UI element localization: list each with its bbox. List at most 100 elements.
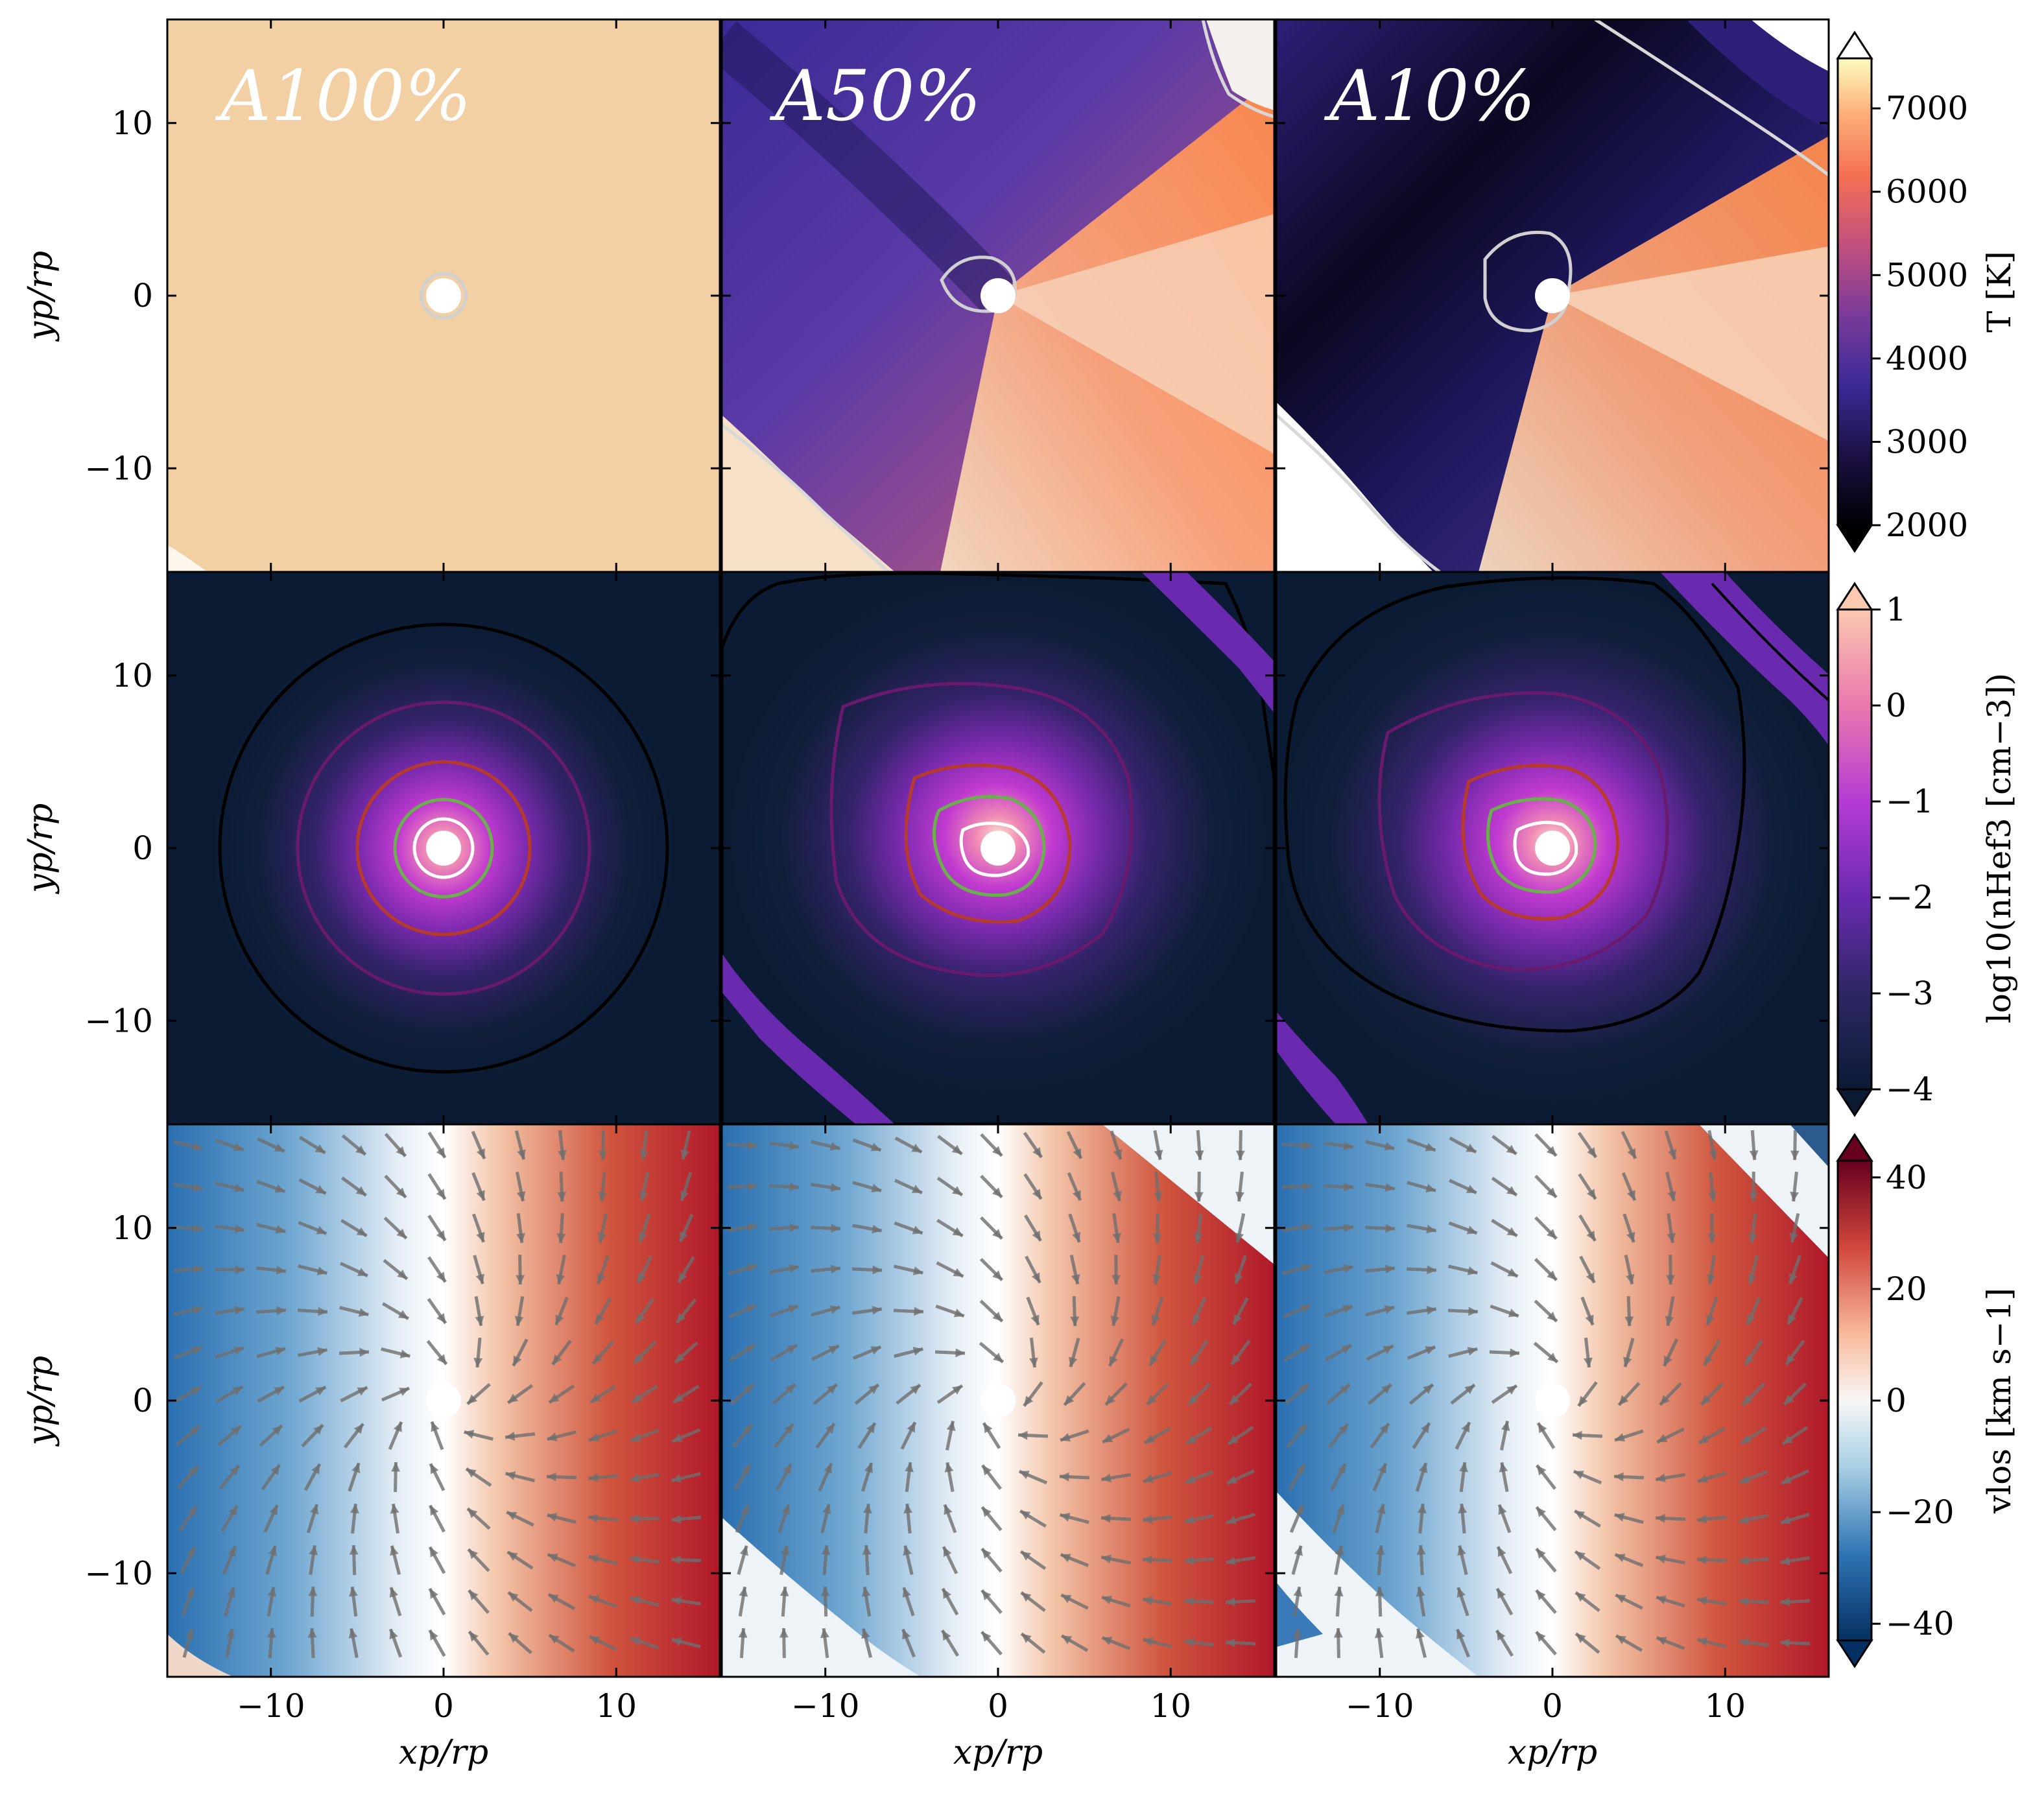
velocity-arrow-head (1384, 1183, 1395, 1192)
velocity-arrow-head (1060, 1433, 1071, 1442)
velocity-arrow-head (469, 1631, 479, 1642)
velocity-arrow-head (233, 1143, 244, 1152)
velocity-arrow-head (1788, 1273, 1798, 1284)
velocity-arrow-head (227, 1546, 236, 1557)
velocity-arrow-head (1334, 1587, 1344, 1596)
velocity-arrow-head (193, 1224, 203, 1233)
velocity-arrow-head (1375, 1587, 1384, 1596)
velocity-arrow-head (186, 1546, 195, 1557)
velocity-arrow-head (1748, 1273, 1757, 1285)
velocity-arrow-head (1614, 1472, 1624, 1482)
velocity-arrow-head (785, 1384, 796, 1394)
y-tick-label: 0 (132, 1382, 153, 1419)
velocity-arrow-head (1343, 1264, 1353, 1273)
velocity-arrow-head (825, 1423, 835, 1434)
velocity-arrow-head (1384, 1305, 1395, 1314)
colorbar-tick-label: −1 (1886, 783, 1934, 820)
ylabel-row3: yp/rp (21, 1356, 60, 1447)
velocity-arrow-head (393, 1421, 402, 1432)
velocity-arrow-head (1790, 1150, 1800, 1160)
velocity-arrow-head (992, 1311, 1003, 1321)
velocity-arrow-head (680, 1190, 689, 1201)
velocity-arrow-head (593, 1353, 603, 1364)
velocity-arrow-head (1745, 1355, 1754, 1366)
velocity-arrow-head (1697, 1474, 1708, 1484)
velocity-arrow-head (1739, 1515, 1750, 1524)
velocity-arrow-head (1656, 1554, 1666, 1564)
velocity-arrow-head (1294, 1504, 1303, 1515)
velocity-arrow-head (1184, 1637, 1194, 1647)
velocity-arrow-head (673, 1393, 684, 1403)
velocity-arrow-head (436, 1354, 447, 1364)
colorbar-tick-label: 1 (1886, 591, 1907, 628)
velocity-arrow-head (505, 1471, 516, 1480)
x-tick-label: 0 (988, 1687, 1008, 1725)
velocity-arrow-head (983, 1423, 993, 1434)
velocity-arrow-head (1064, 1395, 1075, 1405)
velocity-arrow-head (1379, 1423, 1389, 1434)
velocity-arrow-head (311, 1463, 320, 1474)
velocity-arrow-head (476, 1231, 485, 1242)
velocity-arrow-head (234, 1305, 244, 1315)
velocity-arrow-head (555, 1314, 564, 1325)
velocity-arrow-head (191, 1386, 202, 1395)
velocity-arrow-head (1456, 1587, 1466, 1598)
velocity-arrow-head (1656, 1473, 1666, 1483)
colorbar-tick-label: 0 (1886, 1382, 1907, 1419)
panel-label-a50: A50% (769, 56, 981, 137)
velocity-arrow-head (1467, 1347, 1478, 1356)
velocity-arrow-head (389, 1587, 399, 1598)
velocity-arrow-head (1154, 1150, 1163, 1160)
velocity-arrow-head (315, 1185, 326, 1194)
velocity-arrow-head (992, 1146, 1002, 1156)
velocity-arrow-head (436, 1147, 446, 1158)
velocity-arrow-head (1656, 1595, 1667, 1605)
velocity-arrow-head (1143, 1514, 1153, 1524)
velocity-arrow-head (830, 1183, 840, 1192)
velocity-arrow-head (1293, 1587, 1303, 1597)
velocity-arrow-head (782, 1463, 791, 1474)
velocity-arrow-head (276, 1266, 286, 1275)
panel-velocity-50 (722, 1124, 1274, 1677)
velocity-arrow-head (1459, 1462, 1468, 1473)
velocity-arrow-head (313, 1425, 323, 1435)
velocity-arrow-head (1466, 1143, 1477, 1152)
velocity-arrow-head (1697, 1637, 1708, 1646)
velocity-arrow-head (902, 1587, 911, 1598)
velocity-arrow-head (436, 1230, 446, 1241)
velocity-arrow-head (1614, 1513, 1625, 1522)
velocity-arrow-head (1020, 1511, 1031, 1520)
velocity-arrow-head (830, 1264, 840, 1274)
velocity-arrow-head (632, 1393, 643, 1403)
velocity-arrow-head (821, 1545, 831, 1556)
velocity-arrow-head (549, 1393, 560, 1403)
velocity-arrow-head (781, 1504, 790, 1515)
velocity-arrow-head (1383, 1345, 1394, 1355)
velocity-arrow-head (789, 1141, 799, 1151)
colorbar-density: log10(nHef3 [cm−3]) (1836, 582, 2018, 1117)
velocity-arrow-head (1070, 1316, 1080, 1326)
velocity-arrow-head (1377, 1504, 1386, 1515)
velocity-arrow-head (389, 1629, 398, 1640)
velocity-arrow-head (1697, 1555, 1707, 1565)
velocity-arrow-head (191, 1346, 202, 1355)
velocity-arrow-head (1113, 1149, 1123, 1159)
velocity-arrow-head (1667, 1190, 1676, 1202)
velocity-arrow-head (1705, 1314, 1715, 1325)
velocity-arrow-head (1344, 1223, 1353, 1233)
x-tick-label: 10 (1704, 1687, 1746, 1725)
velocity-arrow-head (187, 1506, 196, 1517)
velocity-arrow-head (1586, 1189, 1596, 1200)
velocity-arrow-head (1184, 1556, 1194, 1565)
velocity-arrow-head (912, 1226, 923, 1235)
axis-ticks: −10 0 10 −10 0 10 −10 0 10 −10 0 10 −10 0 10 −10 0 10 (84, 19, 1829, 1725)
velocity-arrow-head (396, 1187, 406, 1198)
velocity-arrow-head (1302, 1181, 1312, 1191)
velocity-arrow-head (598, 1150, 608, 1160)
colorbar-tick-label: 2000 (1886, 506, 1968, 544)
velocity-arrow-head (1336, 1504, 1345, 1515)
velocity-arrow-head (741, 1464, 750, 1475)
velocity-arrow-head (1417, 1504, 1427, 1514)
velocity-arrow-head (1619, 1395, 1629, 1405)
velocity-arrow-head (824, 1463, 832, 1474)
